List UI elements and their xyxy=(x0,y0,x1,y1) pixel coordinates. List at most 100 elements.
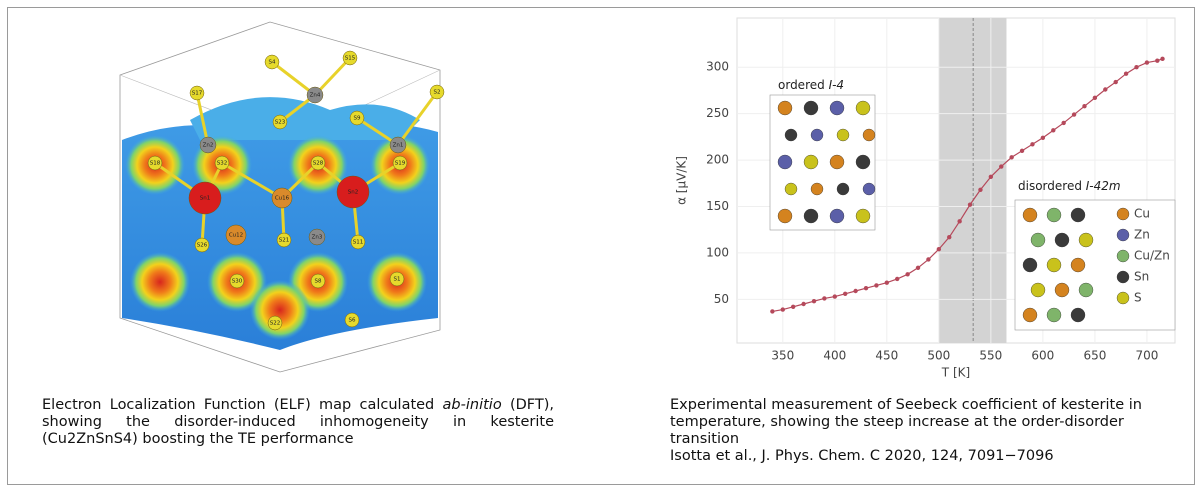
structure-atom xyxy=(810,182,824,196)
x-tick-label: 350 xyxy=(771,349,794,363)
data-point xyxy=(915,265,921,270)
atom xyxy=(306,86,324,104)
structure-atom xyxy=(803,100,819,116)
x-tick-label: 700 xyxy=(1135,349,1158,363)
bond xyxy=(195,92,210,146)
structure-atom xyxy=(810,128,824,142)
data-point xyxy=(790,304,796,309)
structure-atom xyxy=(855,208,871,224)
structure-atom xyxy=(777,208,793,224)
transition-region xyxy=(938,18,1007,343)
structure-atom xyxy=(1046,257,1062,273)
atom-label: S8 xyxy=(315,279,322,285)
x-tick-label: 450 xyxy=(875,349,898,363)
data-point xyxy=(1071,112,1077,117)
atom xyxy=(344,312,360,328)
atom-label: S23 xyxy=(275,120,286,126)
y-tick-label: 150 xyxy=(706,199,729,213)
data-point xyxy=(863,286,869,291)
atom xyxy=(188,181,222,215)
atom xyxy=(389,136,407,154)
structure-atom xyxy=(1022,257,1038,273)
data-point xyxy=(1051,128,1056,133)
atom xyxy=(189,85,205,101)
structure-atom xyxy=(829,154,845,170)
atom xyxy=(310,155,326,171)
atom-label: S28 xyxy=(313,161,324,167)
atom xyxy=(229,273,245,289)
structure-atom xyxy=(1054,232,1070,248)
atom-label: Zn1 xyxy=(393,143,404,149)
y-axis-label: α [μV/K] xyxy=(675,156,689,205)
structure-atom xyxy=(1078,282,1094,298)
data-point xyxy=(822,296,827,301)
data-point xyxy=(811,299,817,304)
atom-label: Sn2 xyxy=(348,190,358,196)
atom xyxy=(342,50,358,66)
atom xyxy=(267,315,283,331)
data-point xyxy=(1040,135,1046,140)
structure-atom xyxy=(1022,307,1038,323)
data-point xyxy=(988,174,994,179)
atom xyxy=(429,84,445,100)
legend-label: Cu/Zn xyxy=(1134,249,1170,263)
data-point xyxy=(967,202,973,207)
x-tick-label: 600 xyxy=(1031,349,1054,363)
data-point xyxy=(1030,142,1035,147)
atom-label: Sn1 xyxy=(200,196,210,202)
bond xyxy=(221,161,283,200)
data-point xyxy=(1160,56,1165,62)
elf-blob xyxy=(250,280,310,340)
atom xyxy=(276,232,292,248)
inset-title-part: I-4 xyxy=(829,78,845,92)
atom xyxy=(199,136,217,154)
data-point xyxy=(780,307,785,312)
caption-text: (DFT), showing the disorder-induced inho… xyxy=(42,397,554,447)
structure-atom xyxy=(784,182,798,196)
left-caption: Electron Localization Function (ELF) map… xyxy=(42,397,554,448)
inset-title-part: disordered xyxy=(1018,179,1086,193)
atom xyxy=(194,237,210,253)
atom-label: S32 xyxy=(217,161,228,167)
atom-label: S19 xyxy=(395,161,406,167)
y-tick-label: 200 xyxy=(706,153,729,167)
structure-atom xyxy=(1046,207,1062,223)
data-point xyxy=(978,187,983,192)
data-point xyxy=(1113,79,1118,85)
atom-label: Cu12 xyxy=(229,233,243,239)
data-point xyxy=(926,257,931,262)
figure-frame xyxy=(7,7,1195,485)
data-point xyxy=(1061,120,1066,126)
x-tick-label: 500 xyxy=(927,349,950,363)
atom xyxy=(271,187,293,209)
atom-label: Zn2 xyxy=(203,143,214,149)
caption-text: Electron Localization Function (ELF) map… xyxy=(42,397,443,413)
atom-label: S30 xyxy=(232,279,243,285)
atom xyxy=(310,273,326,289)
data-point xyxy=(1092,95,1098,101)
atom-label: S21 xyxy=(279,238,290,244)
structure-atom xyxy=(1070,207,1086,223)
structure-atom xyxy=(1070,307,1086,323)
data-point xyxy=(936,247,942,252)
data-point xyxy=(999,164,1004,169)
structure-atom xyxy=(862,182,876,196)
bond xyxy=(313,56,352,97)
atom xyxy=(392,155,408,171)
data-point xyxy=(853,288,858,294)
caption-italic: ab-initio xyxy=(442,397,502,413)
atom-label: Zn4 xyxy=(310,93,321,99)
atom xyxy=(214,155,230,171)
atom-label: S2 xyxy=(434,90,441,96)
inset-title-part: I-42m xyxy=(1086,179,1121,193)
data-point xyxy=(1123,71,1129,76)
x-axis-label: T [K] xyxy=(941,366,970,380)
data-point xyxy=(1134,65,1139,70)
data-point xyxy=(1103,87,1108,92)
structure-atom xyxy=(829,208,845,224)
atom-label: S26 xyxy=(197,243,208,249)
atom-label: S1 xyxy=(394,277,401,283)
caption-text: Experimental measurement of Seebeck coef… xyxy=(670,397,1142,447)
